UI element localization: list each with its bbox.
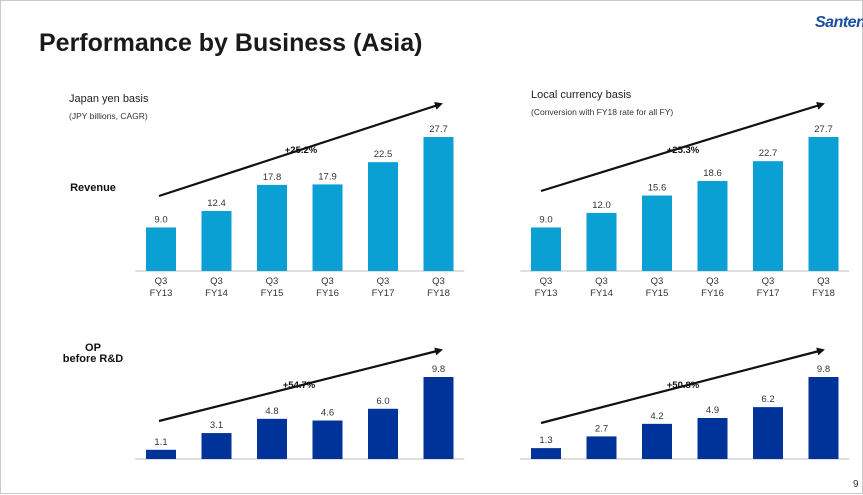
data-label: 22.7: [759, 148, 778, 159]
bar-revenue-local-2: [642, 195, 672, 271]
tick-label-quarter: Q3: [321, 276, 334, 287]
data-label: 9.8: [432, 364, 445, 375]
tick-label-year: FY17: [757, 288, 780, 299]
tick-label-year: FY13: [535, 288, 558, 299]
tick-label-quarter: Q3: [706, 276, 719, 287]
data-label: 4.2: [650, 411, 663, 422]
bar-op-jpy-5: [423, 377, 454, 459]
tick-label-year: FY14: [205, 288, 228, 299]
bar-revenue-jpy-0: [146, 227, 176, 271]
bar-op-local-2: [642, 423, 672, 459]
trend-arrow: [540, 347, 825, 425]
data-label: 3.1: [210, 420, 223, 431]
bar-revenue-jpy-2: [257, 184, 287, 271]
cagr-label: +54.7%: [283, 380, 316, 391]
tick-label-quarter: Q3: [540, 276, 553, 287]
cagr-label: +50.8%: [667, 380, 700, 391]
bar-op-local-0: [531, 448, 561, 459]
data-label: 27.7: [429, 124, 448, 135]
row-label-op: OP before R&D: [53, 343, 133, 365]
bar-op-jpy-0: [146, 449, 176, 459]
tick-label-year: FY13: [150, 288, 173, 299]
tick-label-year: FY14: [590, 288, 613, 299]
data-label: 9.0: [154, 214, 167, 225]
santen-logo: Santen: [815, 14, 863, 31]
bar-revenue-jpy-3: [312, 184, 343, 271]
data-label: 12.4: [207, 198, 226, 209]
chart-revenue-local: 9.0Q3FY1312.0Q3FY1415.6Q3FY1518.6Q3FY162…: [520, 101, 850, 299]
page-number: 9: [853, 479, 859, 490]
data-label: 6.0: [376, 396, 389, 407]
tick-label-year: FY17: [372, 288, 395, 299]
data-label: 15.6: [648, 183, 667, 194]
page-title: Performance by Business (Asia): [39, 29, 423, 57]
bar-revenue-local-5: [808, 137, 839, 271]
tick-label-quarter: Q3: [210, 276, 223, 287]
tick-label-quarter: Q3: [266, 276, 279, 287]
row-label-revenue: Revenue: [70, 182, 116, 194]
data-label: 9.0: [539, 214, 552, 225]
data-label: 2.7: [595, 423, 608, 434]
left-note: (JPY billions, CAGR): [69, 111, 148, 121]
tick-label-year: FY15: [261, 288, 284, 299]
tick-label-quarter: Q3: [432, 276, 445, 287]
cagr-label: +25.2%: [285, 145, 318, 156]
bar-revenue-jpy-4: [368, 162, 398, 271]
data-label: 12.0: [592, 200, 611, 211]
bar-op-local-3: [697, 418, 728, 459]
trend-arrow: [158, 347, 443, 423]
data-label: 17.8: [263, 172, 282, 183]
right-heading: Local currency basis: [531, 89, 632, 101]
data-label: 1.1: [154, 437, 167, 448]
chart-op-local: 1.3 2.7 4.2 4.9 6.2 9.8 +50.8%: [520, 347, 850, 460]
data-label: 4.6: [321, 408, 334, 419]
tick-label-quarter: Q3: [377, 276, 390, 287]
bar-op-local-4: [753, 407, 783, 459]
tick-label-year: FY18: [812, 288, 835, 299]
cagr-label: +25.3%: [667, 145, 700, 156]
row-label-op-line2: before R&D: [62, 353, 124, 365]
data-label: 9.8: [817, 364, 830, 375]
row-label-op-line1: OP: [85, 342, 101, 354]
bar-revenue-local-4: [753, 161, 783, 271]
bar-op-jpy-4: [368, 408, 398, 459]
chart-revenue-jpy: 9.0Q3FY1312.4Q3FY1417.8Q3FY1517.9Q3FY162…: [135, 102, 465, 299]
data-label: 22.5: [374, 149, 393, 160]
tick-label-quarter: Q3: [651, 276, 664, 287]
bar-revenue-jpy-1: [201, 211, 232, 271]
bar-op-local-1: [586, 436, 617, 459]
bar-op-jpy-1: [201, 433, 232, 459]
tick-label-quarter: Q3: [595, 276, 608, 287]
data-label: 1.3: [539, 435, 552, 446]
tick-label-year: FY16: [316, 288, 339, 299]
data-label: 27.7: [814, 124, 833, 135]
tick-label-year: FY16: [701, 288, 724, 299]
bar-op-local-5: [808, 377, 839, 459]
left-heading: Japan yen basis: [69, 93, 149, 105]
data-label: 4.9: [706, 405, 719, 416]
bar-revenue-local-1: [586, 212, 617, 271]
bar-op-jpy-3: [312, 420, 343, 459]
data-label: 6.2: [761, 394, 774, 405]
chart-op-jpy: 1.1 3.1 4.8 4.6 6.0 9.8 +54.7%: [135, 347, 465, 460]
tick-label-year: FY18: [427, 288, 450, 299]
trend-arrow: [540, 101, 825, 193]
right-note: (Conversion with FY18 rate for all FY): [531, 107, 674, 117]
tick-label-quarter: Q3: [817, 276, 830, 287]
bar-revenue-local-0: [531, 227, 561, 271]
data-label: 17.9: [318, 171, 337, 182]
bar-revenue-jpy-5: [423, 137, 454, 271]
bar-op-jpy-2: [257, 418, 287, 459]
tick-label-quarter: Q3: [155, 276, 168, 287]
tick-label-quarter: Q3: [762, 276, 775, 287]
trend-arrow: [158, 102, 443, 198]
data-label: 4.8: [265, 406, 278, 417]
tick-label-year: FY15: [646, 288, 669, 299]
bar-revenue-local-3: [697, 181, 728, 271]
data-label: 18.6: [703, 168, 722, 179]
